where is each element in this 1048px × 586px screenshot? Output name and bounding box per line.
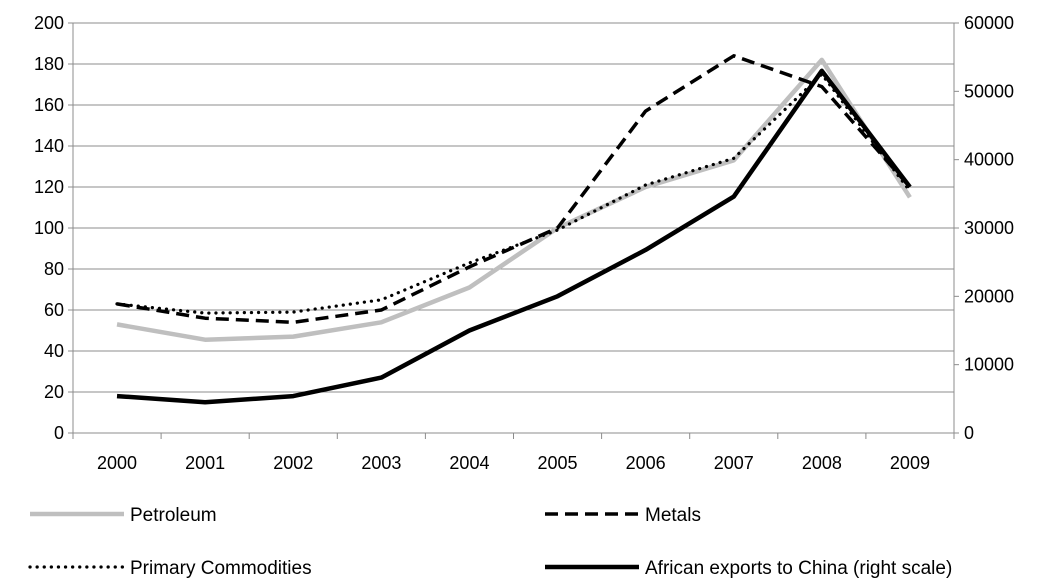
x-tick-label: 2007 bbox=[714, 453, 754, 473]
x-tick-label: 2001 bbox=[185, 453, 225, 473]
left-tick-label: 20 bbox=[44, 382, 64, 402]
left-tick-label: 60 bbox=[44, 300, 64, 320]
right-tick-label: 60000 bbox=[964, 13, 1014, 33]
right-axis-ticks: 0 10000 20000 30000 40000 50000 60000 bbox=[964, 13, 1014, 443]
series-line-metals bbox=[116, 54, 912, 325]
left-tick-label: 160 bbox=[34, 95, 64, 115]
series-line-african-exports-to-china-right-scale bbox=[116, 68, 912, 405]
x-tick-label: 2003 bbox=[361, 453, 401, 473]
left-tick-label: 0 bbox=[54, 423, 64, 443]
left-tick-label: 40 bbox=[44, 341, 64, 361]
left-axis-ticks: 0 20 40 60 80 100 120 140 160 180 200 bbox=[34, 13, 64, 443]
legend-label-petroleum: Petroleum bbox=[130, 505, 217, 526]
x-tick-label: 2004 bbox=[449, 453, 489, 473]
x-tick-label: 2006 bbox=[626, 453, 666, 473]
axes bbox=[68, 22, 959, 439]
legend-label-metals: Metals bbox=[645, 505, 701, 526]
legend-label-primary-commodities: Primary Commodities bbox=[130, 558, 312, 579]
x-tick-label: 2002 bbox=[273, 453, 313, 473]
series-line-petroleum bbox=[116, 57, 912, 342]
left-tick-label: 200 bbox=[34, 13, 64, 33]
right-tick-label: 20000 bbox=[964, 286, 1014, 306]
right-tick-label: 10000 bbox=[964, 355, 1014, 375]
x-tick-label: 2000 bbox=[97, 453, 137, 473]
left-tick-label: 100 bbox=[34, 218, 64, 238]
series-lines bbox=[115, 54, 912, 405]
right-tick-label: 50000 bbox=[964, 81, 1014, 101]
left-tick-label: 140 bbox=[34, 136, 64, 156]
legend-label-african-exports-to-china-right-scale: African exports to China (right scale) bbox=[645, 558, 952, 579]
series-line-primary-commodities bbox=[115, 72, 912, 315]
left-tick-label: 80 bbox=[44, 259, 64, 279]
x-axis-ticks: 2000 2001 2002 2003 2004 2005 2006 2007 2008 2009 bbox=[97, 453, 930, 473]
right-tick-label: 40000 bbox=[964, 150, 1014, 170]
left-tick-label: 180 bbox=[34, 54, 64, 74]
left-tick-label: 120 bbox=[34, 177, 64, 197]
legend: Petroleum Metals Primary Commodities Africa… bbox=[28, 505, 952, 579]
x-tick-label: 2009 bbox=[890, 453, 930, 473]
x-tick-label: 2005 bbox=[538, 453, 578, 473]
right-tick-label: 30000 bbox=[964, 218, 1014, 238]
x-tick-label: 2008 bbox=[802, 453, 842, 473]
gridlines bbox=[73, 22, 954, 393]
right-tick-label: 0 bbox=[964, 423, 974, 443]
